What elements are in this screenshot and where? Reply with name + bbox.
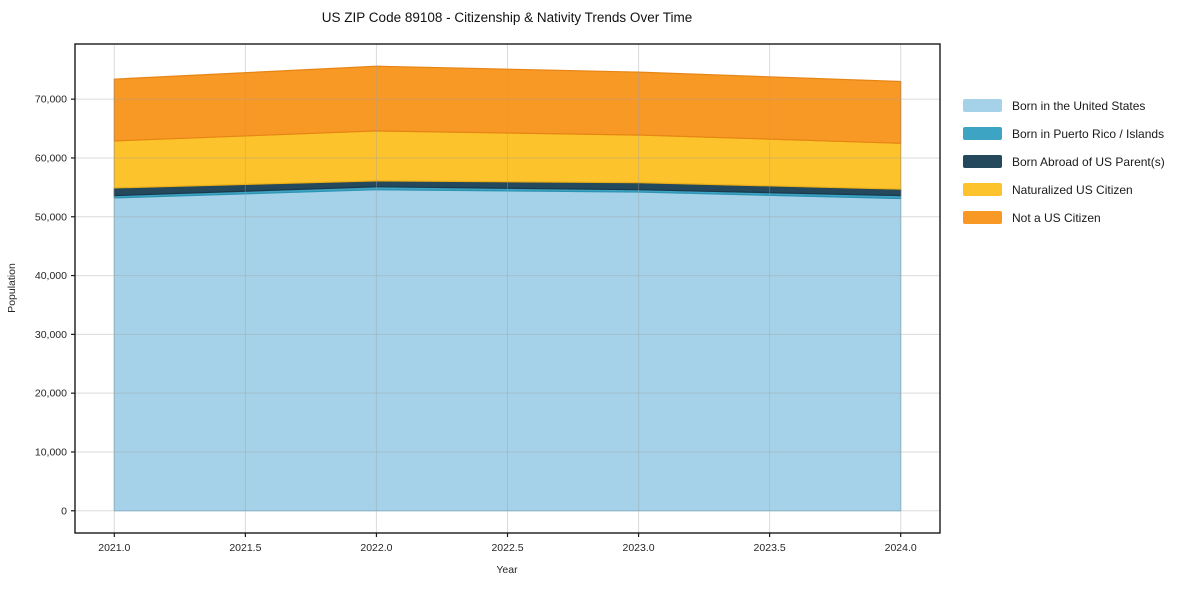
legend-item-not-a-us-citizen: Not a US Citizen — [963, 211, 1101, 225]
legend-label: Born Abroad of US Parent(s) — [1012, 155, 1165, 169]
legend-label: Born in Puerto Rico / Islands — [1012, 127, 1164, 141]
legend-item-born-in-puerto-rico-islands: Born in Puerto Rico / Islands — [963, 127, 1164, 141]
x-tick-label: 2021.5 — [229, 542, 261, 554]
x-tick-label: 2021.0 — [98, 542, 130, 554]
legend-item-naturalized-us-citizen: Naturalized US Citizen — [963, 183, 1133, 197]
y-tick-label: 50,000 — [35, 211, 67, 223]
x-tick-label: 2023.0 — [622, 542, 654, 554]
page-title: US ZIP Code 89108 - Citizenship & Nativi… — [322, 10, 692, 25]
x-tick-label: 2022.0 — [360, 542, 392, 554]
legend-swatch — [963, 183, 1002, 196]
y-axis-label: Population — [6, 263, 18, 313]
legend: Born in the United States Born in Puerto … — [963, 99, 1165, 225]
x-tick-label: 2022.5 — [491, 542, 523, 554]
legend-label: Not a US Citizen — [1012, 211, 1101, 225]
legend-swatch — [963, 99, 1002, 112]
legend-item-born-in-the-united-states: Born in the United States — [963, 99, 1145, 113]
x-tick-label: 2024.0 — [885, 542, 917, 554]
legend-swatch — [963, 211, 1002, 224]
ticks-layer: 0 10,000 20,000 30,000 40,000 50,000 60,000 70,… — [35, 94, 917, 554]
y-tick-label: 60,000 — [35, 152, 67, 164]
legend-label: Naturalized US Citizen — [1012, 183, 1133, 197]
area-series-not-a-us-citizen — [113, 65, 902, 144]
y-tick-label: 30,000 — [35, 329, 67, 341]
x-axis-label: Year — [496, 564, 518, 576]
y-tick-label: 40,000 — [35, 270, 67, 282]
legend-label: Born in the United States — [1012, 99, 1145, 113]
x-tick-label: 2023.5 — [754, 542, 786, 554]
gridlines-layer — [75, 44, 940, 533]
legend-item-born-abroad-of-us-parent-s: Born Abroad of US Parent(s) — [963, 155, 1165, 169]
y-tick-label: 10,000 — [35, 446, 67, 458]
y-tick-label: 20,000 — [35, 388, 67, 400]
legend-swatch — [963, 155, 1002, 168]
y-tick-label: 0 — [61, 505, 67, 517]
legend-swatch — [963, 127, 1002, 140]
stacked-areas-layer — [113, 65, 902, 512]
y-tick-label: 70,000 — [35, 94, 67, 106]
